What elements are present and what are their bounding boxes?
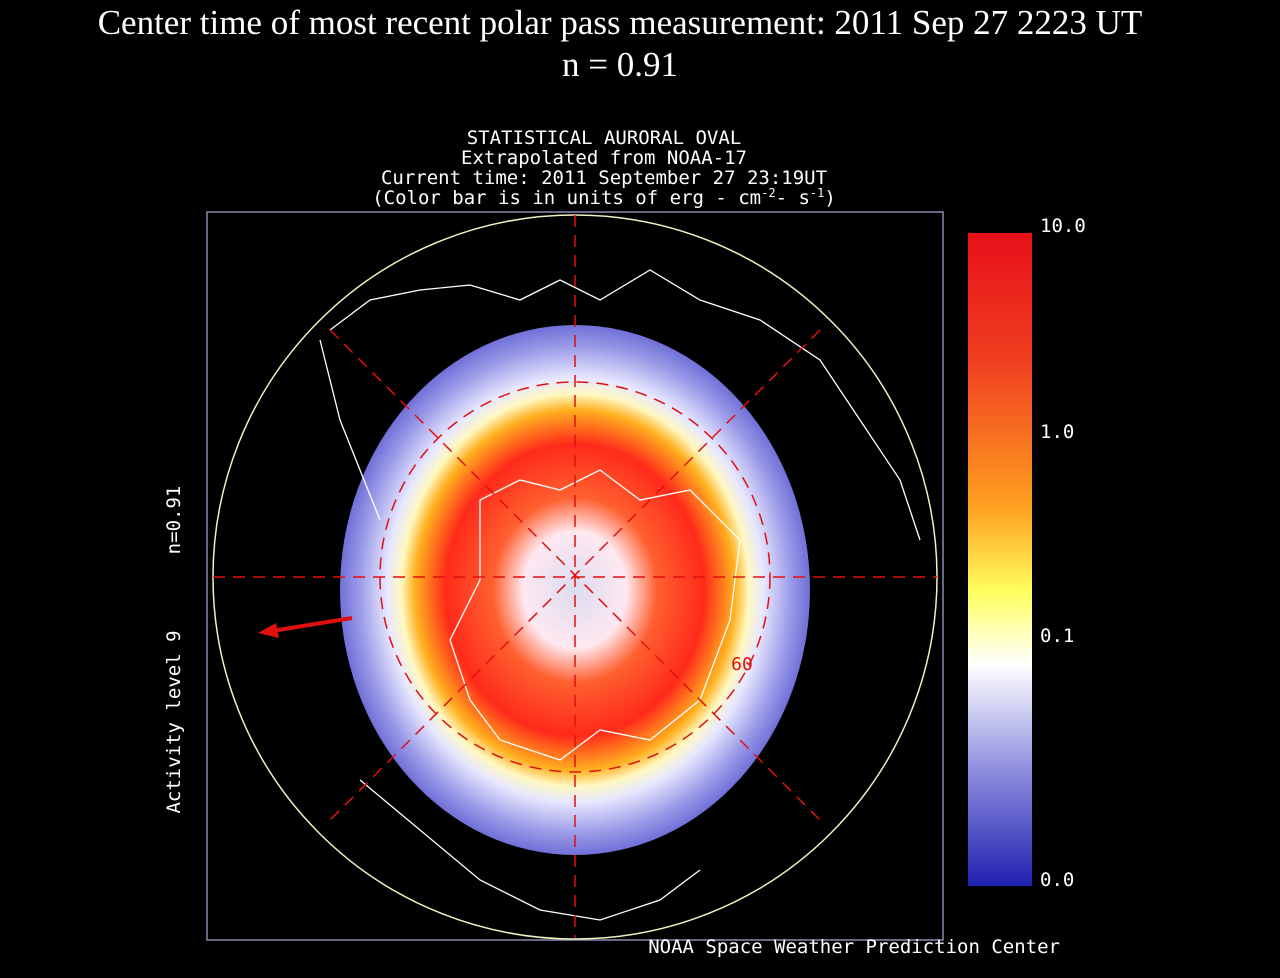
map-units: (Color bar is in units of erg - cm-2- s-… [372, 186, 836, 209]
map-title: STATISTICAL AURORAL OVAL [467, 127, 742, 149]
grid [213, 215, 937, 938]
sun-arrow [258, 616, 353, 638]
page-subtitle: n = 0.91 [562, 45, 678, 84]
coastline [359, 779, 701, 921]
arrow-shaft [271, 616, 353, 633]
colorbar-label: 1.0 [1040, 421, 1074, 443]
coastline [319, 339, 381, 521]
credit: NOAA Space Weather Prediction Center [648, 936, 1060, 958]
page-title: Center time of most recent polar pass me… [98, 3, 1143, 42]
color-bar [968, 233, 1032, 886]
arrow-head [258, 623, 279, 638]
coastline [329, 269, 921, 541]
units-suffix: ) [824, 187, 835, 209]
colorbar-label: 0.0 [1040, 869, 1074, 891]
n-label: n=0.91 [163, 486, 185, 555]
map-time: Current time: 2011 September 27 23:19UT [381, 167, 827, 189]
units-middle: - s [776, 187, 810, 209]
latitude-circle [379, 381, 771, 773]
latitude-label: 60 [731, 654, 753, 675]
activity-label: Activity level 9 [163, 630, 185, 813]
units-exp: -1 [810, 186, 824, 200]
map-subtitle: Extrapolated from NOAA-17 [461, 147, 747, 169]
map-frame [206, 211, 944, 941]
colorbar-label: 0.1 [1040, 625, 1074, 647]
units-exp: -2 [761, 186, 775, 200]
colorbar-label: 10.0 [1040, 215, 1086, 237]
units-prefix: (Color bar is in units of erg - cm [372, 187, 761, 209]
meridian [329, 329, 821, 821]
